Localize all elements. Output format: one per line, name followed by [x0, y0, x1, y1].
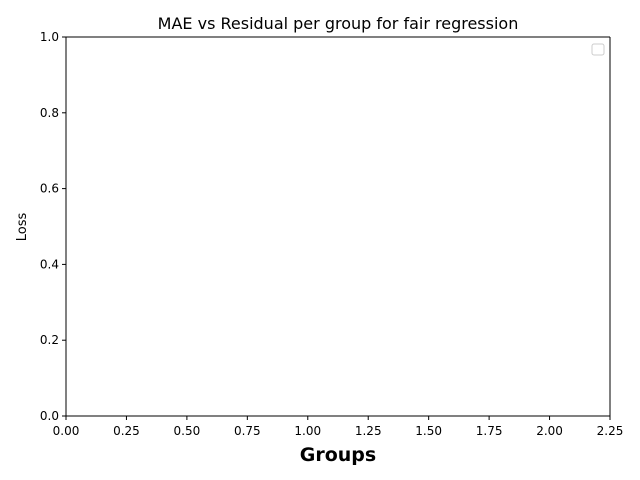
y-tick-label: 0.0	[40, 409, 59, 423]
y-tick-label: 0.2	[40, 333, 59, 347]
y-axis-ticks: 0.0 0.2 0.4 0.6 0.8 1.0	[40, 30, 66, 423]
x-tick-label: 0.75	[234, 424, 261, 438]
x-tick-label: 1.75	[476, 424, 503, 438]
x-tick-label: 1.50	[415, 424, 442, 438]
legend-box	[591, 43, 605, 56]
x-tick-label: 0.50	[174, 424, 201, 438]
x-tick-label: 2.00	[536, 424, 563, 438]
x-tick-label: 1.00	[294, 424, 321, 438]
x-axis-ticks: 0.00 0.25 0.50 0.75 1.00 1.25 1.50 1.75 2.00 2.25	[53, 416, 624, 438]
y-tick-label: 0.8	[40, 106, 59, 120]
y-tick-label: 0.4	[40, 257, 59, 271]
x-tick-label: 0.00	[53, 424, 80, 438]
y-tick-label: 0.6	[40, 182, 59, 196]
y-tick-label: 1.0	[40, 30, 59, 44]
plot-area	[66, 37, 610, 416]
y-axis-label: Loss	[15, 213, 30, 242]
x-tick-label: 1.25	[355, 424, 382, 438]
chart-title: MAE vs Residual per group for fair regre…	[158, 14, 519, 33]
x-axis-label: Groups	[300, 444, 376, 466]
x-tick-label: 2.25	[597, 424, 624, 438]
x-tick-label: 0.25	[113, 424, 140, 438]
